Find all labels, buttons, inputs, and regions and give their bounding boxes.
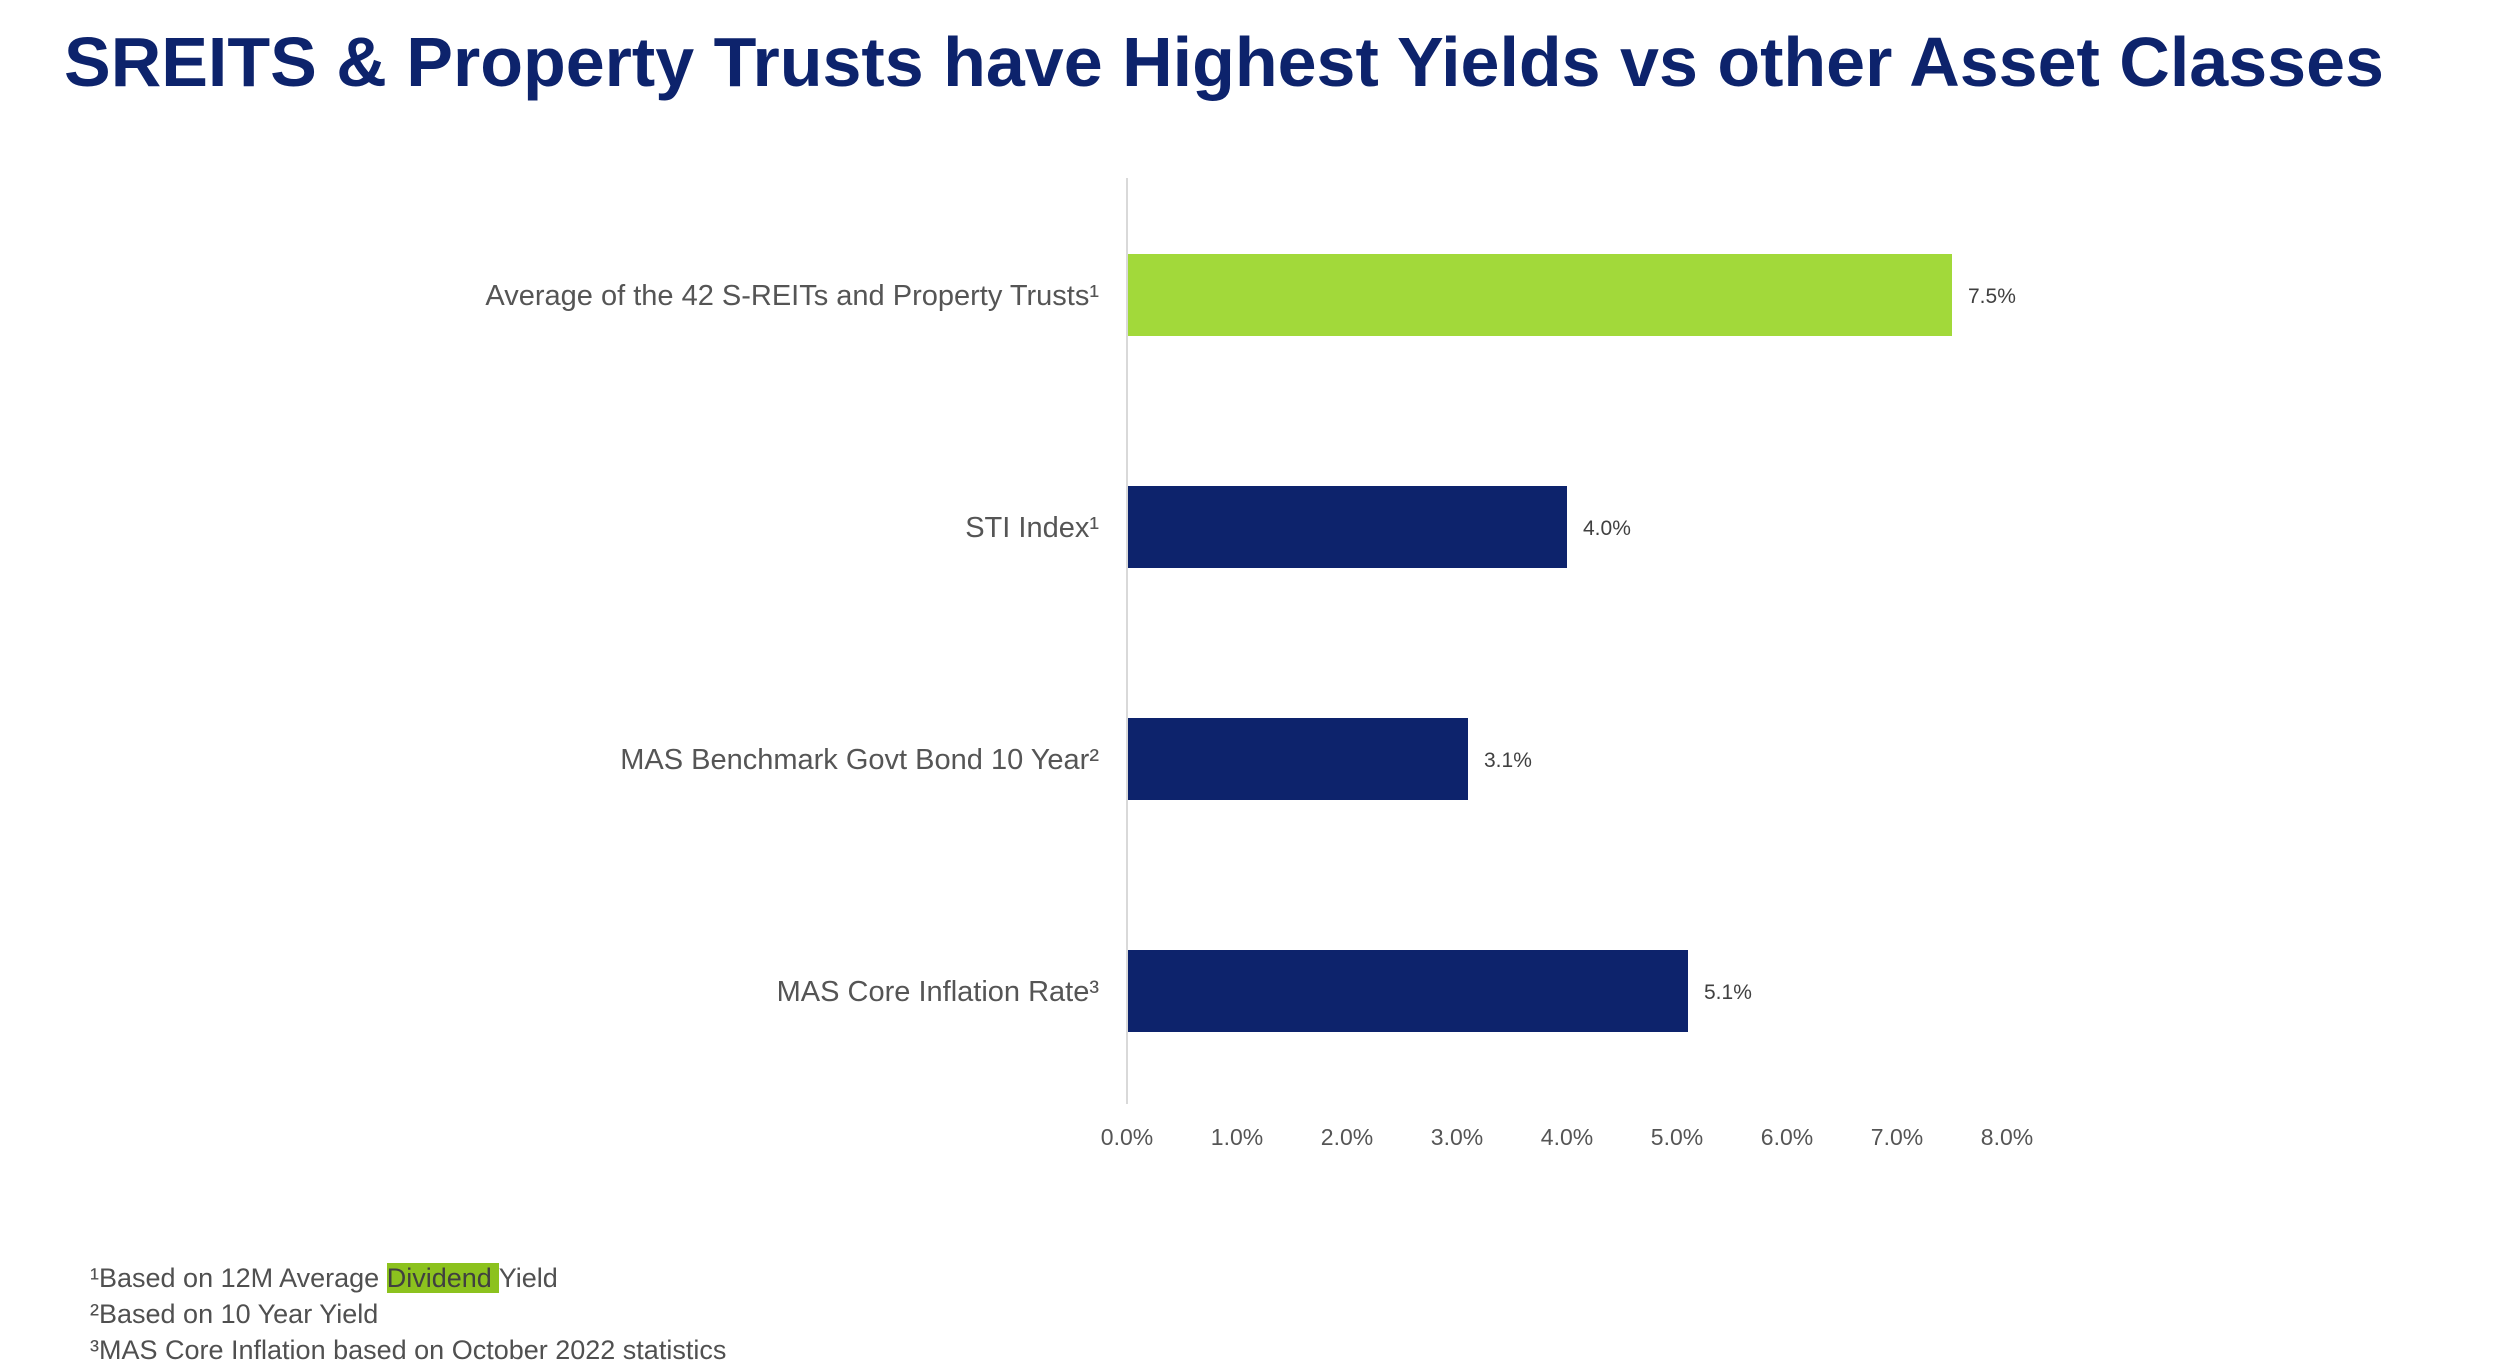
- footnote-1-highlight: Dividend: [386, 1263, 499, 1293]
- category-labels-layer: Average of the 42 S-REITs and Property T…: [485, 280, 1099, 1008]
- category-label-3: MAS Core Inflation Rate³: [777, 976, 1100, 1008]
- x-tick-label-5: 5.0%: [1651, 1124, 1703, 1150]
- category-label-1: STI Index¹: [965, 512, 1099, 544]
- bars-layer: [1127, 254, 1952, 1032]
- footnote-1: ¹Based on 12M Average Dividend Yield: [90, 1260, 726, 1296]
- page-title: SREITS & Property Trusts have Highest Yi…: [64, 23, 2384, 101]
- value-labels-layer: 7.5% 4.0% 3.1% 5.1%: [1484, 285, 2016, 1004]
- value-label-1: 4.0%: [1583, 517, 1631, 540]
- value-label-3: 5.1%: [1704, 981, 1752, 1004]
- value-label-2: 3.1%: [1484, 749, 1532, 772]
- category-label-2: MAS Benchmark Govt Bond 10 Year²: [620, 744, 1099, 776]
- bar-1: [1127, 486, 1567, 568]
- bar-2: [1127, 718, 1468, 800]
- bar-chart: Average of the 42 S-REITs and Property T…: [485, 178, 2033, 1150]
- x-tick-labels-layer: 0.0% 1.0% 2.0% 3.0% 4.0% 5.0% 6.0% 7.0% 8.0%: [1101, 1124, 2033, 1150]
- footnote-1-suffix: Yield: [498, 1263, 558, 1293]
- x-tick-label-8: 8.0%: [1981, 1124, 2033, 1150]
- footnote-1-prefix: ¹Based on 12M Average: [90, 1263, 387, 1293]
- footnote-3: ³MAS Core Inflation based on October 202…: [90, 1335, 727, 1365]
- bar-3: [1127, 950, 1688, 1032]
- x-tick-label-6: 6.0%: [1761, 1124, 1813, 1150]
- x-tick-label-0: 0.0%: [1101, 1124, 1153, 1150]
- x-tick-label-4: 4.0%: [1541, 1124, 1593, 1150]
- x-tick-label-1: 1.0%: [1211, 1124, 1263, 1150]
- category-label-0: Average of the 42 S-REITs and Property T…: [485, 280, 1099, 312]
- bar-0: [1127, 254, 1952, 336]
- x-tick-label-7: 7.0%: [1871, 1124, 1923, 1150]
- value-label-0: 7.5%: [1968, 285, 2016, 308]
- footnote-2: ²Based on 10 Year Yield: [90, 1299, 379, 1329]
- x-tick-label-2: 2.0%: [1321, 1124, 1373, 1150]
- x-tick-label-3: 3.0%: [1431, 1124, 1483, 1150]
